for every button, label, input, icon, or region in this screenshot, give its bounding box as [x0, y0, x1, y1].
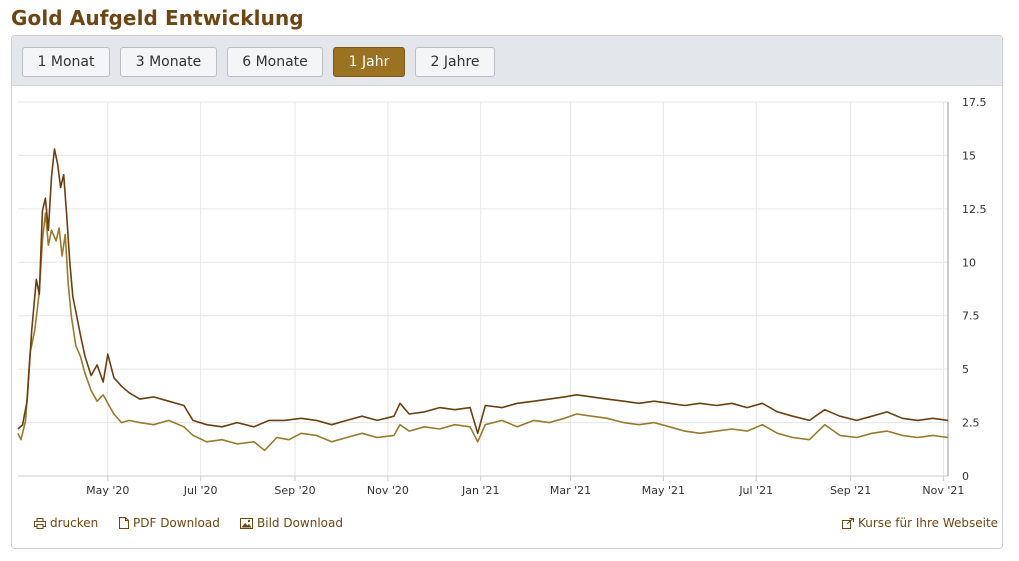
image-download-link[interactable]: Bild Download — [240, 516, 343, 530]
external-link-icon — [842, 517, 854, 529]
y-tick-label: 15 — [962, 149, 976, 162]
x-tick-label: Nov '20 — [367, 484, 409, 497]
x-tick-label: Jul '21 — [738, 484, 773, 497]
y-tick-label: 2.5 — [962, 417, 980, 430]
x-tick-label: May '20 — [86, 484, 129, 497]
embed-widget-label: Kurse für Ihre Webseite — [858, 516, 999, 530]
y-tick-label: 7.5 — [962, 310, 980, 323]
range-button-1-month[interactable]: 1 Monat — [22, 47, 110, 77]
image-icon — [240, 517, 253, 529]
pdf-download-link[interactable]: PDF Download — [119, 516, 220, 530]
pdf-file-icon — [119, 517, 129, 529]
series-line-1 — [17, 148, 949, 435]
print-link[interactable]: drucken — [34, 516, 98, 530]
y-tick-label: 10 — [962, 256, 976, 269]
y-tick-label: 0 — [962, 470, 969, 483]
pdf-download-label: PDF Download — [133, 516, 220, 530]
chart-series — [17, 148, 949, 452]
premium-line-chart: 0 2.5 5 7.5 10 12.5 15 17.5 May '20 Jul '20 Sep '… — [17, 96, 987, 497]
x-tick-label: Jan '21 — [461, 484, 499, 497]
y-tick-label: 5 — [962, 363, 969, 376]
x-tick-label: Sep '20 — [274, 484, 315, 497]
x-axis-ticks: May '20 Jul '20 Sep '20 Nov '20 Jan '21 Mar '… — [86, 476, 964, 497]
series-line-2 — [17, 212, 949, 452]
range-button-6-months[interactable]: 6 Monate — [227, 47, 323, 77]
chart-grid — [18, 101, 949, 477]
x-tick-label: May '21 — [642, 484, 685, 497]
range-button-3-months[interactable]: 3 Monate — [120, 47, 217, 77]
range-toolbar: 1 Monat 3 Monate 6 Monate 1 Jahr 2 Jahre — [12, 36, 1002, 86]
printer-icon — [34, 517, 46, 529]
range-button-1-year[interactable]: 1 Jahr — [333, 47, 405, 77]
image-download-label: Bild Download — [257, 516, 343, 530]
print-label: drucken — [50, 516, 99, 530]
y-tick-label: 17.5 — [962, 96, 987, 109]
x-tick-label: Jul '20 — [183, 484, 218, 497]
y-axis-ticks: 0 2.5 5 7.5 10 12.5 15 17.5 — [962, 96, 987, 483]
y-tick-label: 12.5 — [962, 203, 987, 216]
x-tick-label: Nov '21 — [922, 484, 964, 497]
x-tick-label: Mar '21 — [550, 484, 591, 497]
range-button-2-years[interactable]: 2 Jahre — [415, 47, 495, 77]
chart-card: 1 Monat 3 Monate 6 Monate 1 Jahr 2 Jahre… — [11, 35, 1003, 549]
embed-widget-link[interactable]: Kurse für Ihre Webseite — [842, 516, 998, 530]
page-title: Gold Aufgeld Entwicklung — [11, 6, 304, 30]
x-tick-label: Sep '21 — [830, 484, 871, 497]
